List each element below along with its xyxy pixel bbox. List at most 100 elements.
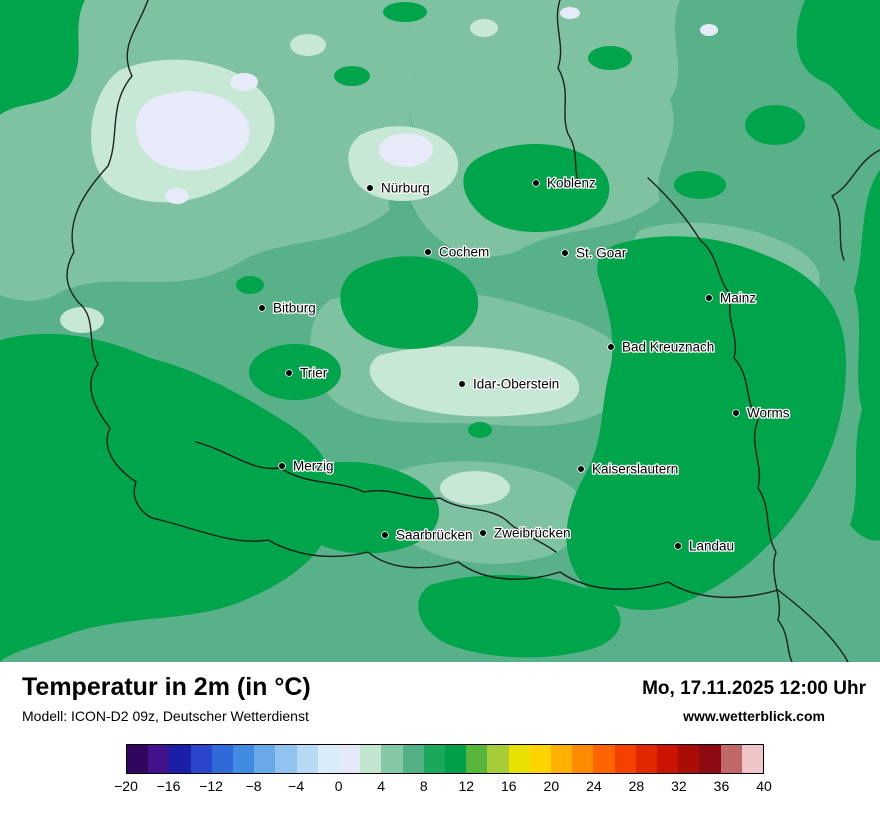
map-region-warm xyxy=(0,0,880,662)
colorbar-segment xyxy=(678,745,700,773)
city-label: Bitburg xyxy=(273,301,316,316)
colorbar-segment xyxy=(445,745,467,773)
colorbar-segment xyxy=(169,745,191,773)
colorbar-tick-label: −16 xyxy=(156,778,181,794)
city-saarbr-cken: Saarbrücken xyxy=(381,526,474,544)
colorbar-tick-label: 12 xyxy=(458,778,475,794)
colorbar-segment xyxy=(720,745,742,773)
city-label: Idar-Oberstein xyxy=(473,377,559,392)
city-koblenz: Koblenz xyxy=(532,174,597,192)
colorbar-tick-label: 0 xyxy=(334,778,343,794)
colorbar-segment xyxy=(466,745,488,773)
city-marker-dot xyxy=(458,380,466,388)
colorbar-tick-label: 40 xyxy=(756,778,772,794)
colorbar-tick-label: 32 xyxy=(671,778,687,794)
city-marker-dot xyxy=(705,294,713,302)
city-cochem: Cochem xyxy=(424,243,491,261)
city-marker-dot xyxy=(278,462,286,470)
colorbar-segment xyxy=(551,745,573,773)
colorbar-tick-label: 28 xyxy=(628,778,645,794)
model-info: Modell: ICON-D2 09z, Deutscher Wetterdie… xyxy=(22,708,309,724)
colorbar-segment xyxy=(233,745,255,773)
city-label: Trier xyxy=(300,366,328,381)
colorbar-tick-label: −20 xyxy=(114,778,138,794)
city-label: Landau xyxy=(689,539,734,554)
colorbar-segment xyxy=(699,745,721,773)
city-label: Saarbrücken xyxy=(396,528,473,543)
city-marker-dot xyxy=(424,248,432,256)
city-marker-dot xyxy=(674,542,682,550)
city-label: Worms xyxy=(747,406,790,421)
colorbar-segment xyxy=(254,745,276,773)
city-worms: Worms xyxy=(732,404,791,422)
colorbar-tick-label: 8 xyxy=(419,778,428,794)
city-marker-dot xyxy=(607,343,615,351)
city-bitburg: Bitburg xyxy=(258,299,317,317)
city-marker-dot xyxy=(285,369,293,377)
city-n-rburg: Nürburg xyxy=(366,179,431,197)
page-title: Temperatur in 2m (in °C) xyxy=(22,673,311,701)
temperature-map: Nürburg Koblenz Cochem St. Goar Bitburg Mainz… xyxy=(0,0,880,662)
colorbar-segment xyxy=(529,745,552,773)
city-marker-dot xyxy=(381,531,389,539)
city-label: Mainz xyxy=(720,291,756,306)
colorbar-ticks: −20 −16 −12 −8 −4 0 4 8 12 16 20 24 28 32 36 40 xyxy=(114,774,772,796)
city-label: Zweibrücken xyxy=(494,526,571,541)
city-label: Koblenz xyxy=(547,176,596,191)
city-trier: Trier xyxy=(285,364,329,382)
city-marker-dot xyxy=(561,249,569,257)
city-label: St. Goar xyxy=(576,246,627,261)
colorbar-segment xyxy=(741,745,764,773)
city-label: Bad Kreuznach xyxy=(622,340,714,355)
map-region-cold xyxy=(135,7,718,204)
colorbar-segment xyxy=(127,745,149,773)
colorbar-segment xyxy=(190,745,212,773)
city-layer: Nürburg Koblenz Cochem St. Goar Bitburg Mainz… xyxy=(258,174,791,555)
colorbar-tick-label: 24 xyxy=(586,778,602,794)
forecast-datetime: Mo, 17.11.2025 12:00 Uhr xyxy=(642,678,866,699)
border-lines xyxy=(66,0,880,662)
map-canvas: Nürburg Koblenz Cochem St. Goar Bitburg Mainz… xyxy=(0,0,880,662)
colorbar-segment xyxy=(614,745,636,773)
city-label: Cochem xyxy=(439,245,489,260)
colorbar-segment xyxy=(572,745,594,773)
colorbar-tick-label: −8 xyxy=(245,778,262,794)
colorbar-segment xyxy=(487,745,509,773)
colorbar-segment xyxy=(360,745,382,773)
info-panel: Temperatur in 2m (in °C) Modell: ICON-D2… xyxy=(0,662,880,830)
city-mainz: Mainz xyxy=(705,289,758,307)
colorbar-tick-label: 4 xyxy=(377,778,386,794)
colorbar-segment xyxy=(317,745,340,773)
colorbar-tick-label: 16 xyxy=(501,778,517,794)
temperature-legend: −20 −16 −12 −8 −4 0 4 8 12 16 20 24 28 32 36 40 xyxy=(114,744,772,796)
colorbar-segment xyxy=(339,745,361,773)
city-marker-dot xyxy=(258,304,266,312)
city-zweibr-cken: Zweibrücken xyxy=(479,524,572,542)
colorbar-segment xyxy=(211,745,234,773)
city-st-goar: St. Goar xyxy=(561,244,628,262)
city-merzig: Merzig xyxy=(278,457,335,475)
colorbar xyxy=(126,744,764,774)
city-marker-dot xyxy=(479,529,487,537)
city-idar-oberstein: Idar-Oberstein xyxy=(458,375,561,393)
city-label: Merzig xyxy=(293,459,334,474)
city-label: Nürburg xyxy=(381,181,430,196)
colorbar-segment xyxy=(593,745,615,773)
colorbar-segment xyxy=(381,745,403,773)
city-landau: Landau xyxy=(674,537,735,555)
colorbar-segment xyxy=(402,745,424,773)
city-bad-kreuznach: Bad Kreuznach xyxy=(607,338,716,356)
city-marker-dot xyxy=(366,184,374,192)
colorbar-segment xyxy=(296,745,318,773)
colorbar-segment xyxy=(148,745,170,773)
colorbar-segment xyxy=(657,745,679,773)
colorbar-tick-label: 20 xyxy=(543,778,560,794)
colorbar-tick-label: 36 xyxy=(713,778,730,794)
city-marker-dot xyxy=(577,465,585,473)
city-label: Kaiserslautern xyxy=(592,462,678,477)
colorbar-segment xyxy=(635,745,658,773)
colorbar-tick-label: −4 xyxy=(288,778,305,794)
colorbar-tick-label: −12 xyxy=(199,778,223,794)
city-marker-dot xyxy=(532,179,540,187)
city-marker-dot xyxy=(732,409,740,417)
